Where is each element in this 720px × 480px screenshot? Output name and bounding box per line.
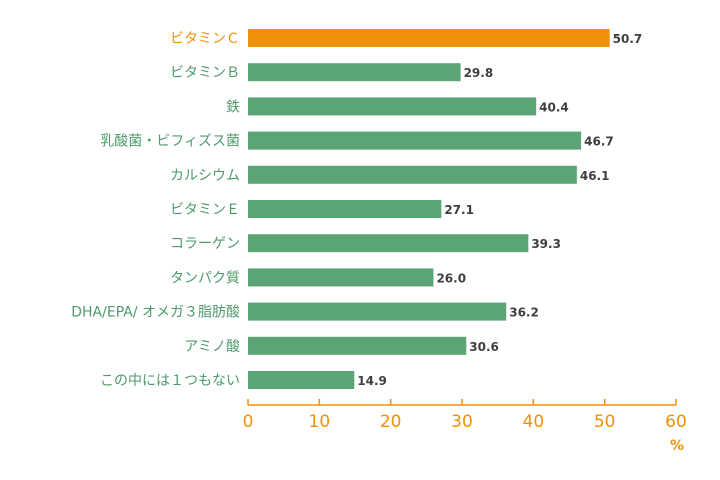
value-label-5: 27.1 xyxy=(444,203,474,217)
x-tick-label-0: 0 xyxy=(243,412,254,432)
value-label-7: 26.0 xyxy=(436,271,466,285)
bar-5 xyxy=(248,200,442,218)
category-label-10: この中には１つもない xyxy=(100,373,240,389)
value-label-2: 40.4 xyxy=(539,100,569,114)
value-label-4: 46.1 xyxy=(580,169,610,183)
x-tick-label-5: 50 xyxy=(594,412,616,432)
x-tick-label-4: 40 xyxy=(523,412,545,432)
x-tick-label-2: 20 xyxy=(380,412,402,432)
x-tick-label-3: 30 xyxy=(451,412,473,432)
value-label-3: 46.7 xyxy=(584,135,614,149)
value-label-9: 30.6 xyxy=(469,340,499,354)
bar-9 xyxy=(248,336,467,355)
value-labels-group: 50.7 29.8 40.4 46.7 46.1 27.1 39.3 26.0 36.2 30.6… xyxy=(357,32,642,388)
bar-3 xyxy=(248,131,582,150)
category-label-6: コラーゲン xyxy=(170,236,240,252)
category-label-9: アミノ酸 xyxy=(184,339,240,355)
bar-8 xyxy=(248,302,507,321)
value-label-10: 14.9 xyxy=(357,374,387,388)
category-label-5: ビタミンＥ xyxy=(170,202,240,218)
category-label-3: 乳酸菌・ビフィズス菌 xyxy=(100,134,240,150)
category-label-0: ビタミンＣ xyxy=(170,31,240,47)
bars-group xyxy=(248,29,610,389)
x-axis-unit: % xyxy=(670,438,684,454)
x-axis: 0 10 20 30 40 50 60 xyxy=(243,399,687,432)
bar-4 xyxy=(248,165,577,184)
bar-2 xyxy=(248,97,537,116)
x-tick-label-6: 60 xyxy=(665,412,687,432)
bar-10 xyxy=(248,371,355,389)
category-label-2: 鉄 xyxy=(226,99,240,115)
value-label-1: 29.8 xyxy=(464,66,494,80)
category-label-7: タンパク質 xyxy=(170,270,240,286)
bar-6 xyxy=(248,234,529,253)
value-label-6: 39.3 xyxy=(531,237,561,251)
bar-7 xyxy=(248,268,434,287)
bar-1 xyxy=(248,63,461,82)
value-label-0: 50.7 xyxy=(613,32,643,46)
category-label-8: DHA/EPA/ オメガ３脂肪酸 xyxy=(71,305,240,321)
value-label-8: 36.2 xyxy=(509,306,539,320)
category-label-1: ビタミンＢ xyxy=(170,65,240,81)
category-label-4: カルシウム xyxy=(170,168,240,184)
x-tick-label-1: 10 xyxy=(309,412,331,432)
bar-0 xyxy=(248,29,610,47)
